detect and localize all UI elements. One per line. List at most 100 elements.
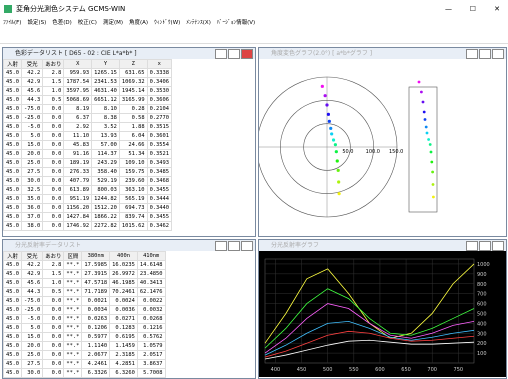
cell: 45.0 xyxy=(3,95,22,105)
l-point xyxy=(430,160,434,164)
minimize[interactable]: — xyxy=(445,5,452,13)
cell: 0.3530 xyxy=(146,86,173,96)
cell: 358.40 xyxy=(91,167,120,177)
cell: 0.0021 xyxy=(81,296,111,306)
cell: 25.0 xyxy=(20,158,44,168)
menu-bar: ﾌｧｲﾙ(F) 設定(S) 色差(D) 校正(C) 測定(M) 角度(A) ｳｨﾝﾄﾞｳ(W… xyxy=(0,18,508,29)
cell: 189.19 xyxy=(63,158,93,168)
column-header: 400n xyxy=(109,251,138,261)
cell: 45.6 xyxy=(20,278,44,288)
menu-item[interactable]: 設定(S) xyxy=(27,20,47,26)
cell: 951.19 xyxy=(63,194,93,204)
close[interactable] xyxy=(492,49,504,59)
min[interactable] xyxy=(466,241,478,251)
app-title: 変角分光測色システム GCMS-WIN xyxy=(16,5,126,13)
cell: 37.0 xyxy=(20,212,44,222)
spectral-line xyxy=(264,330,475,358)
cell: 45.0 xyxy=(3,260,22,270)
cell: 800.03 xyxy=(91,185,120,195)
cell: 0.0 xyxy=(42,122,65,132)
cell: 45.0 xyxy=(3,341,22,351)
cell: 2.0517 xyxy=(136,350,166,360)
l-point xyxy=(424,125,428,129)
cell: 0.0036 xyxy=(109,305,138,315)
cell: 0.3601 xyxy=(146,131,173,141)
cell: 38.0 xyxy=(20,221,44,231)
menu-item[interactable]: 色差(D) xyxy=(52,20,72,26)
max[interactable] xyxy=(228,241,240,251)
menu-item[interactable]: ﾌｧｲﾙ(F) xyxy=(3,20,22,26)
cell: 15.0 xyxy=(20,140,44,150)
cell: 8.10 xyxy=(91,104,120,114)
cell: 243.29 xyxy=(91,158,120,168)
cell: 0.0263 xyxy=(81,314,111,324)
y-tick-label: 1000 xyxy=(477,262,490,268)
cell: **.* xyxy=(63,269,83,279)
table-row: 45.0 15.0 0.0 45.83 57.00 24.66 0.3554 xyxy=(3,140,173,150)
point xyxy=(335,159,339,163)
cell: 0.0 xyxy=(42,323,65,333)
x-tick-label: 700 xyxy=(427,367,437,373)
cell: 1512.20 xyxy=(91,203,120,213)
cell: 0.3485 xyxy=(146,167,173,177)
cell: 0.3493 xyxy=(146,158,173,168)
cell: 30.0 xyxy=(20,368,44,378)
cell: 159.75 xyxy=(118,167,148,177)
cell: 0.0034 xyxy=(81,305,111,315)
menu-item[interactable]: ｳｨﾝﾄﾞｳ(W) xyxy=(154,20,181,26)
cell: 1.1140 xyxy=(81,341,111,351)
menu-item[interactable]: ﾊﾞｰｼﾞｮﾝ情報(V) xyxy=(216,20,256,26)
title-text: 分光反射率データリスト xyxy=(15,242,82,249)
close[interactable]: ✕ xyxy=(494,5,500,13)
table-row: 45.0 42.2 2.8 **.* 17.5985 16.0235 14.6148 xyxy=(3,260,166,270)
close[interactable] xyxy=(492,241,504,251)
table-row: 45.0 15.0 0.0 **.* 0.5977 0.6195 0.5762 xyxy=(3,332,166,342)
table-row: 45.0 20.0 0.0 91.16 114.37 51.34 0.3521 xyxy=(3,149,173,159)
spectral-line xyxy=(264,320,475,356)
menu-item[interactable]: 測定(M) xyxy=(102,20,123,26)
max[interactable] xyxy=(228,49,240,59)
cell: 45.0 xyxy=(3,167,22,177)
l-point xyxy=(420,90,423,94)
point xyxy=(327,119,331,123)
cell: 1069.32 xyxy=(118,77,148,87)
max[interactable] xyxy=(479,49,491,59)
x-tick-label: 550 xyxy=(349,367,359,373)
menu-item[interactable]: ﾒﾝﾃﾅﾝｽ(X) xyxy=(186,20,211,26)
cell: 1.88 xyxy=(118,122,148,132)
cell: 13.93 xyxy=(91,131,120,141)
l-point xyxy=(417,80,421,84)
table-row: 45.0 27.5 0.0 276.33 358.40 159.75 0.3485 xyxy=(3,167,173,177)
cell: 0.0024 xyxy=(109,296,138,306)
ring-label: 100.0 xyxy=(366,149,380,155)
cell: 5.7008 xyxy=(136,368,166,378)
min[interactable] xyxy=(215,49,227,59)
menu-item[interactable]: 角度(A) xyxy=(128,20,149,26)
menu-item[interactable]: 校正(C) xyxy=(77,20,97,26)
y-tick-label: 400 xyxy=(477,321,487,327)
cell: 30.0 xyxy=(20,176,44,186)
cell: 45.0 xyxy=(3,323,22,333)
min[interactable] xyxy=(215,241,227,251)
close[interactable] xyxy=(241,241,253,251)
maximize[interactable]: ☐ xyxy=(469,5,476,13)
cell: 32.5 xyxy=(20,377,44,378)
min[interactable] xyxy=(466,49,478,59)
table-row: 45.0 44.3 0.5 5068.69 6651.12 3165.99 0.3606 xyxy=(3,95,173,105)
column-header: 受光 xyxy=(20,251,44,261)
cell: 91.16 xyxy=(63,149,93,159)
close[interactable] xyxy=(241,49,253,59)
point xyxy=(337,180,341,184)
cell: 45.0 xyxy=(3,332,22,342)
cell: **.* xyxy=(63,332,83,342)
cell: 0.5 xyxy=(42,95,65,105)
point xyxy=(337,192,341,196)
cell: -5.0 xyxy=(20,122,44,132)
cell: 45.0 xyxy=(3,185,22,195)
cell: 0.0 xyxy=(42,149,65,159)
cell: 23.4850 xyxy=(136,269,166,279)
cell: 6.37 xyxy=(63,113,93,123)
title-text: 分光反射率グラフ xyxy=(271,242,320,249)
table-row: 45.0 30.0 0.0 **.* 6.3326 6.3260 5.7008 xyxy=(3,368,166,378)
max[interactable] xyxy=(479,241,491,251)
